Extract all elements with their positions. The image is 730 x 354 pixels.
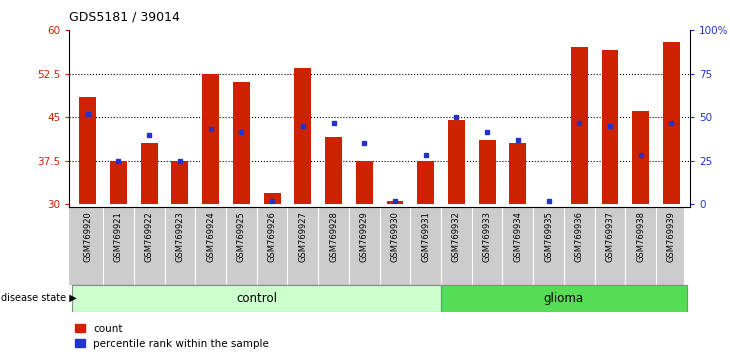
Bar (632, 112, 649, 204)
Text: GSM769931: GSM769931 (421, 211, 430, 262)
Bar (602, 50, 618, 204)
Bar (510, 143, 526, 204)
Bar (172, 161, 188, 204)
Bar (571, 47, 588, 204)
Bar (202, 74, 219, 204)
Text: GSM769924: GSM769924 (206, 211, 215, 262)
Text: disease state ▶: disease state ▶ (1, 293, 77, 303)
Text: GSM769938: GSM769938 (637, 211, 645, 262)
Bar (233, 82, 250, 204)
Text: GSM769934: GSM769934 (513, 211, 523, 262)
Bar (80, 97, 96, 204)
Bar (325, 137, 342, 204)
Text: GSM769930: GSM769930 (391, 211, 399, 262)
Bar (441, 285, 687, 312)
Bar (448, 120, 465, 204)
Bar (479, 140, 496, 204)
Text: GSM769939: GSM769939 (667, 211, 676, 262)
Bar (418, 161, 434, 204)
Bar (294, 68, 311, 204)
Text: GSM769925: GSM769925 (237, 211, 246, 262)
Bar (72, 285, 441, 312)
Text: GSM769932: GSM769932 (452, 211, 461, 262)
Text: control: control (237, 292, 277, 305)
Bar (110, 161, 127, 204)
Text: glioma: glioma (544, 292, 584, 305)
Text: GSM769929: GSM769929 (360, 211, 369, 262)
Text: GSM769921: GSM769921 (114, 211, 123, 262)
Text: GSM769933: GSM769933 (483, 211, 491, 262)
Text: GSM769920: GSM769920 (83, 211, 92, 262)
Text: GSM769935: GSM769935 (544, 211, 553, 262)
Bar (141, 143, 158, 204)
Bar (356, 161, 373, 204)
Text: GSM769928: GSM769928 (329, 211, 338, 262)
Bar (386, 201, 404, 204)
Text: GSM769922: GSM769922 (145, 211, 154, 262)
Bar (264, 193, 280, 204)
Text: GSM769923: GSM769923 (175, 211, 185, 262)
Text: GSM769927: GSM769927 (299, 211, 307, 262)
Text: GSM769937: GSM769937 (605, 211, 615, 262)
Text: GSM769936: GSM769936 (575, 211, 584, 262)
Text: GSM769926: GSM769926 (268, 211, 277, 262)
Legend: count, percentile rank within the sample: count, percentile rank within the sample (74, 324, 269, 349)
Text: GDS5181 / 39014: GDS5181 / 39014 (69, 11, 180, 24)
Bar (663, 42, 680, 204)
